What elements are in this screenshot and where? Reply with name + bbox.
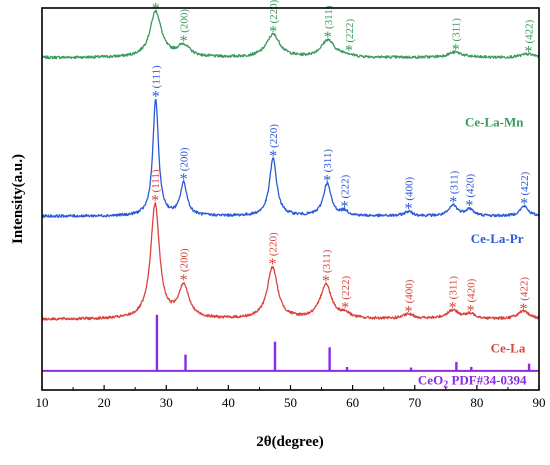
x-tick-label-10: 10	[36, 395, 49, 410]
peak-label-ce-la-mn-2: (200)	[179, 9, 191, 33]
peak-label-ce-la-mn-3: (220)	[268, 0, 280, 24]
reference-label: CeO2 PDF#34-0394	[418, 372, 527, 390]
peak-marker-ce-la-mn-4: *	[324, 29, 332, 46]
x-tick-label-60: 60	[346, 395, 359, 410]
peak-label-ce-la-1: (111)	[150, 169, 162, 192]
x-tick-label-40: 40	[222, 395, 235, 410]
peak-label-ce-la-mn-4: (311)	[323, 5, 335, 29]
peak-label-ce-la-pr-5: (222)	[340, 174, 352, 198]
peak-marker-ce-la-mn-6: *	[452, 42, 460, 59]
peak-label-ce-la-pr-9: (422)	[519, 171, 531, 195]
series-label-ce-la-mn: Ce-La-Mn	[465, 114, 524, 129]
series-line-ce-la-pr	[41, 98, 540, 218]
peak-marker-ce-la-pr-3: *	[269, 148, 277, 165]
peak-label-ce-la-pr-4: (311)	[322, 149, 334, 173]
plot-content: CeO2 PDF#34-0394*(111)*(200)*(220)*(311)…	[41, 0, 540, 390]
peak-marker-ce-la-1: *	[151, 192, 159, 209]
x-tick-label-30: 30	[160, 395, 173, 410]
peak-marker-ce-la-pr-1: *	[152, 88, 160, 105]
series-label-ce-la-pr: Ce-La-Pr	[471, 231, 524, 246]
x-tick-label-50: 50	[284, 395, 297, 410]
peak-label-ce-la-2: (200)	[179, 248, 191, 272]
series-ce-la-pr: *(111)*(200) *(220)*(311)*(222)*(400)*(31…	[41, 65, 540, 246]
peak-marker-ce-la-3: *	[268, 256, 276, 273]
x-tick-label-70: 70	[408, 395, 421, 410]
y-axis-label: Intensity(a.u.)	[10, 154, 26, 244]
peak-label-ce-la-mn-7: (422)	[523, 19, 535, 43]
peak-label-ce-la-pr-8: (420)	[464, 173, 476, 197]
peak-marker-ce-la-mn-2: *	[180, 33, 188, 50]
x-axis-label: 2θ(degree)	[256, 434, 324, 450]
x-tick-label-90: 90	[533, 395, 546, 410]
peak-marker-ce-la-pr-7: *	[449, 194, 457, 211]
series-ce-la: *(111)*(200) *(220)*(311)*(222)*(400)*(31…	[41, 169, 540, 356]
peak-label-ce-la-9: (422)	[518, 277, 530, 301]
peak-marker-ce-la-mn-5: *	[345, 43, 353, 60]
series-ce-la-mn: *(111)*(200)*(220)*(311)*(222)*(311)*(42…	[41, 0, 540, 129]
peak-marker-ce-la-mn-1: *	[152, 0, 160, 17]
x-tick-label-80: 80	[470, 395, 483, 410]
peak-label-ce-la-pr-1: (111)	[151, 65, 163, 88]
peak-marker-ce-la-pr-8: *	[465, 198, 473, 215]
peak-marker-ce-la-pr-9: *	[520, 196, 528, 213]
peak-marker-ce-la-2: *	[180, 272, 188, 289]
peak-marker-ce-la-6: *	[405, 303, 413, 320]
series-line-ce-la-mn	[41, 9, 540, 60]
x-axis-ticks: 10 20 30 40 50 60 70 80 90	[36, 385, 546, 410]
peak-marker-ce-la-mn-3: *	[269, 24, 277, 41]
peak-label-ce-la-pr-2: (200)	[179, 147, 191, 171]
peak-marker-ce-la-pr-6: *	[405, 201, 413, 218]
peak-label-ce-la-8: (420)	[466, 278, 478, 302]
peak-label-ce-la-mn-5: (222)	[344, 19, 356, 43]
peak-marker-ce-la-pr-2: *	[180, 171, 188, 188]
peak-marker-ce-la-pr-5: *	[341, 199, 349, 216]
peak-label-ce-la-pr-3: (220)	[268, 124, 280, 148]
series-label-ce-la: Ce-La	[491, 341, 526, 356]
peak-label-ce-la-pr-6: (400)	[404, 176, 416, 200]
peak-label-ce-la-4: (311)	[321, 249, 333, 273]
peak-marker-ce-la-pr-4: *	[323, 172, 331, 189]
peak-label-ce-la-7: (311)	[448, 276, 460, 300]
peak-marker-ce-la-8: *	[467, 303, 475, 320]
peak-label-ce-la-3: (220)	[267, 232, 279, 256]
peak-label-ce-la-pr-7: (311)	[448, 170, 460, 194]
x-tick-label-20: 20	[98, 395, 111, 410]
peak-marker-ce-la-7: *	[449, 299, 457, 316]
series-line-ce-la	[41, 202, 540, 321]
peak-marker-ce-la-9: *	[519, 301, 527, 318]
peak-label-ce-la-5: (222)	[340, 276, 352, 300]
peak-label-ce-la-mn-6: (311)	[451, 18, 463, 42]
peak-label-ce-la-6: (400)	[404, 279, 416, 303]
peak-marker-ce-la-mn-7: *	[524, 44, 532, 61]
peak-marker-ce-la-5: *	[341, 300, 349, 317]
peak-marker-ce-la-4: *	[322, 273, 330, 290]
